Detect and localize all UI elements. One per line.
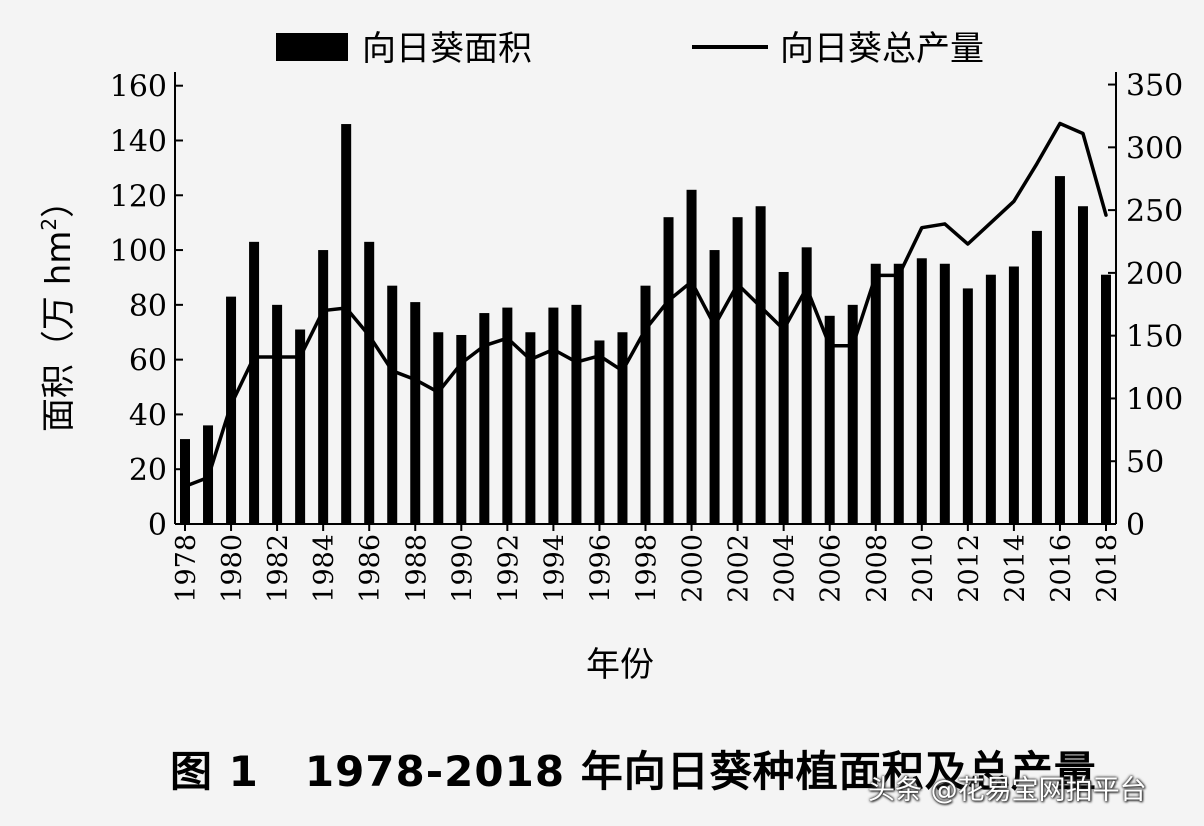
x-tick-label: 2006 (816, 534, 847, 603)
caption-figure-number: 图 1 (170, 747, 259, 796)
left-tick-label: 60 (129, 344, 167, 379)
area-bar (1031, 230, 1042, 525)
area-bar (364, 241, 375, 525)
area-bar (1008, 266, 1019, 524)
area-bars (180, 124, 1111, 525)
area-bar (640, 285, 651, 524)
right-tick-label: 50 (1126, 445, 1164, 480)
area-bar (180, 439, 190, 524)
area-bar (663, 217, 674, 525)
area-bar (479, 313, 490, 524)
area-bar (893, 263, 904, 524)
area-bar (502, 307, 513, 524)
area-bar (686, 189, 697, 524)
chart-svg: 向日葵面积 向日葵总产量 0 20 40 60 80 100 120 140 160 0 50 10… (37, 29, 1183, 685)
x-tick-label: 2018 (1092, 534, 1123, 603)
left-tick-label: 140 (110, 124, 167, 159)
left-tick-label: 160 (110, 70, 167, 105)
right-tick-label: 350 (1126, 69, 1183, 104)
x-tick-label: 1990 (447, 534, 478, 603)
production-line (183, 121, 1108, 489)
x-tick-label: 2014 (1000, 534, 1031, 603)
area-bar (433, 332, 444, 524)
legend-bar-swatch (276, 33, 348, 61)
area-bar (847, 304, 858, 524)
left-tick-label: 100 (110, 234, 167, 269)
left-tick-label: 20 (129, 453, 167, 488)
legend-line-label: 向日葵总产量 (780, 29, 984, 69)
x-tick-label: 2008 (862, 534, 893, 603)
area-bar (341, 124, 352, 524)
x-axis-title: 年份 (586, 645, 654, 685)
legend: 向日葵面积 向日葵总产量 (276, 29, 984, 69)
x-tick-label: 2010 (908, 534, 939, 603)
area-bar (1101, 274, 1111, 524)
left-tick-label: 120 (110, 179, 167, 214)
left-axis: 0 20 40 60 80 100 120 140 160 (110, 70, 183, 543)
x-tick-label: 1994 (539, 534, 570, 603)
right-tick-label: 150 (1126, 320, 1183, 355)
right-tick-label: 200 (1126, 257, 1183, 292)
area-bar (318, 250, 329, 524)
y-axis-title-main: 面积（万 hm (39, 231, 79, 432)
x-tick-label: 1988 (401, 534, 432, 603)
area-bar (387, 285, 398, 524)
caption-text: 1978-2018 年向日葵种植面积及总产量 (304, 747, 1097, 796)
x-tick-label: 2002 (724, 534, 755, 603)
area-bar (548, 307, 559, 524)
y-axis-title-left: 面积（万 hm2） (37, 184, 79, 432)
x-tick-label: 1998 (632, 534, 663, 603)
production-line-layer (183, 121, 1108, 489)
figure-caption: 图 1 1978-2018 年向日葵种植面积及总产量 (170, 738, 1097, 799)
right-tick-label: 100 (1126, 382, 1183, 417)
x-tick-label: 2016 (1046, 534, 1077, 603)
area-bar (295, 329, 306, 524)
area-bar (1054, 176, 1065, 524)
area-bar (870, 263, 881, 524)
area-bar (272, 304, 283, 524)
area-bar (249, 241, 260, 525)
x-axis: 1978 1980 1982 1984 1986 1988 1990 1992 1994 1996… (171, 523, 1123, 603)
watermark: 头条 @花易宝网拍平台 (868, 775, 1147, 806)
area-bar (410, 302, 421, 524)
area-bar (709, 250, 720, 524)
area-bar (962, 288, 973, 524)
left-tick-label: 0 (148, 508, 167, 543)
area-bar (525, 332, 536, 524)
y-axis-title-superscript: 2 (37, 218, 61, 231)
x-tick-label: 2000 (678, 534, 709, 603)
x-tick-label: 1996 (585, 534, 616, 603)
area-bar (594, 340, 605, 524)
area-bar (824, 315, 835, 524)
right-axis: 0 50 100 150 200 250 300 350 (1108, 69, 1183, 543)
left-tick-label: 80 (129, 289, 167, 324)
left-tick-label: 40 (129, 398, 167, 433)
x-tick-label: 1984 (309, 534, 340, 603)
x-tick-label: 1992 (493, 534, 524, 603)
right-tick-label: 250 (1126, 194, 1183, 229)
y-axis-title-close: ） (39, 184, 79, 218)
area-bar (985, 274, 996, 524)
area-bar (1077, 206, 1088, 525)
x-tick-label: 1978 (171, 534, 202, 603)
x-tick-label: 1980 (217, 534, 248, 603)
x-tick-label: 1982 (263, 534, 294, 603)
area-bar (456, 334, 467, 524)
legend-bar-label: 向日葵面积 (362, 29, 532, 69)
area-bar (755, 206, 766, 525)
x-tick-label: 2012 (954, 534, 985, 603)
x-tick-label: 1986 (355, 534, 386, 603)
area-bar (801, 247, 812, 524)
area-bar (916, 258, 927, 524)
area-bar (571, 304, 582, 524)
area-bar (939, 263, 950, 524)
area-bar (732, 217, 743, 525)
area-bar (778, 271, 789, 524)
right-tick-label: 300 (1126, 131, 1183, 166)
right-tick-label: 0 (1126, 508, 1145, 543)
x-tick-label: 2004 (770, 534, 801, 603)
area-bar (617, 332, 628, 524)
